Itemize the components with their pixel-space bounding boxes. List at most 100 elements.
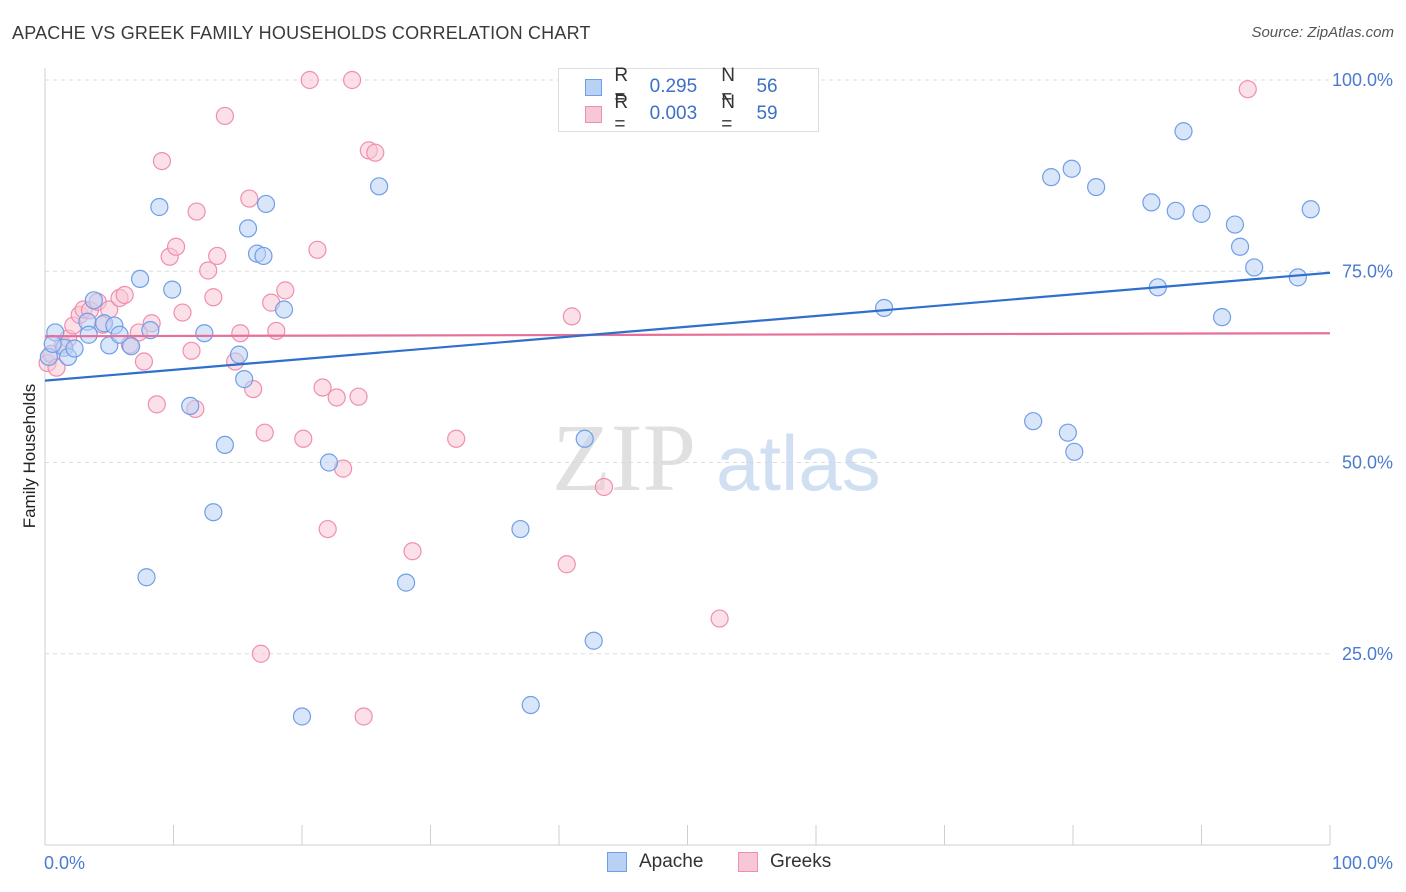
- apache-point: [521, 695, 540, 715]
- greek-point: [199, 261, 218, 280]
- apache-point: [1024, 412, 1043, 431]
- apache-point: [65, 339, 84, 358]
- greek-point: [255, 423, 274, 442]
- greek-point: [562, 307, 581, 326]
- legend-n-value-apache: 56: [756, 76, 778, 97]
- greek-point: [240, 189, 259, 208]
- bottom-legend-swatch-greeks: [738, 852, 758, 872]
- apache-point: [274, 300, 294, 319]
- greek-point: [710, 609, 729, 628]
- legend-r-value-greeks: 0.003: [649, 103, 698, 124]
- apache-point: [204, 503, 223, 522]
- apache-point: [1225, 215, 1245, 234]
- y-tick-label: 25.0%: [1342, 644, 1393, 664]
- y-axis-label: Family Households: [20, 384, 39, 529]
- tick-labels: 25.0% 50.0% 75.0% 100.0% 0.0% 100.0%: [44, 70, 1393, 873]
- legend-n-key: N =: [721, 92, 735, 135]
- apache-point: [141, 321, 160, 340]
- chart-title: APACHE VS GREEK FAMILY HOUSEHOLDS CORREL…: [12, 23, 591, 43]
- y-tick-label: 50.0%: [1342, 453, 1393, 473]
- greek-point: [152, 151, 172, 171]
- legend-r-value-apache: 0.295: [649, 76, 698, 97]
- greek-point: [300, 70, 319, 90]
- greek-point: [173, 303, 192, 322]
- watermark-atlas: atlas: [716, 419, 881, 507]
- apache-point: [1065, 442, 1084, 461]
- axes: [44, 68, 1331, 846]
- apache-point: [1212, 308, 1232, 327]
- apache-point: [1042, 168, 1061, 187]
- apache-point: [396, 573, 416, 592]
- legend-swatch-greeks: [585, 105, 603, 123]
- greek-point: [115, 285, 134, 305]
- bottom-legend-apache: Apache: [607, 851, 703, 873]
- greek-point: [308, 240, 327, 259]
- apache-point: [1245, 258, 1264, 277]
- apache-point: [1062, 159, 1081, 178]
- greek-point: [134, 352, 154, 371]
- apache-point: [875, 298, 894, 318]
- greek-point: [1238, 80, 1257, 99]
- x-tick-label: 100.0%: [1332, 853, 1393, 873]
- apache-point: [1288, 268, 1307, 287]
- apache-point: [1230, 237, 1250, 256]
- greek-point: [251, 644, 270, 663]
- greek-point: [276, 281, 295, 300]
- legend-row-apache: R = 0.295 N = 56: [559, 65, 818, 108]
- bottom-legend-label-apache: Apache: [639, 851, 704, 872]
- greek-point: [343, 70, 362, 90]
- apache-point: [130, 269, 150, 288]
- apache-points: [39, 122, 1320, 726]
- apache-point: [1174, 122, 1193, 141]
- apache-point: [254, 246, 273, 266]
- apache-point: [215, 435, 234, 455]
- greek-trend-line: [44, 332, 1331, 338]
- legend-r-key: R =: [614, 92, 629, 135]
- greek-point: [294, 429, 313, 448]
- greek-point: [447, 429, 466, 448]
- apache-point: [238, 219, 258, 238]
- greek-point: [215, 106, 234, 126]
- apache-point: [163, 280, 182, 299]
- greek-point: [166, 237, 186, 256]
- apache-point: [319, 453, 339, 472]
- bottom-legend-swatch-apache: [607, 852, 627, 872]
- legend-swatch-apache: [585, 78, 603, 96]
- greek-point: [182, 341, 201, 360]
- apache-point: [137, 568, 156, 587]
- greek-point: [318, 519, 337, 539]
- apache-point: [229, 345, 249, 364]
- greek-point: [187, 202, 206, 221]
- apache-point: [235, 370, 254, 389]
- apache-point: [121, 337, 141, 356]
- apache-point: [84, 291, 103, 310]
- greek-point: [594, 477, 614, 497]
- apache-point: [1192, 204, 1211, 223]
- legend-n-key: N =: [721, 65, 735, 108]
- apache-point: [1301, 200, 1320, 219]
- greek-point: [267, 321, 286, 341]
- source-label: Source: ZipAtlas.com: [1251, 24, 1394, 41]
- apache-point: [181, 396, 200, 415]
- y-tick-label: 75.0%: [1342, 261, 1393, 281]
- apache-point: [1142, 193, 1161, 212]
- greek-point: [349, 387, 368, 406]
- x-tick-label: 0.0%: [44, 853, 85, 873]
- greek-point: [354, 707, 373, 726]
- y-tick-label: 100.0%: [1332, 70, 1393, 90]
- watermark-zip: ZIP: [552, 404, 696, 511]
- legend-n-value-greeks: 59: [756, 103, 778, 124]
- apache-point: [575, 429, 594, 448]
- greek-point: [366, 143, 385, 162]
- apache-point: [150, 197, 169, 217]
- greek-point: [208, 246, 227, 266]
- greek-point: [403, 542, 422, 561]
- legend-r-key: R =: [614, 65, 629, 108]
- apache-point: [584, 631, 603, 650]
- apache-point: [1058, 423, 1077, 442]
- greek-point: [557, 555, 576, 574]
- apache-point: [43, 334, 62, 354]
- apache-trend-line: [44, 271, 1331, 382]
- apache-point: [195, 324, 214, 343]
- apache-point: [1087, 178, 1106, 197]
